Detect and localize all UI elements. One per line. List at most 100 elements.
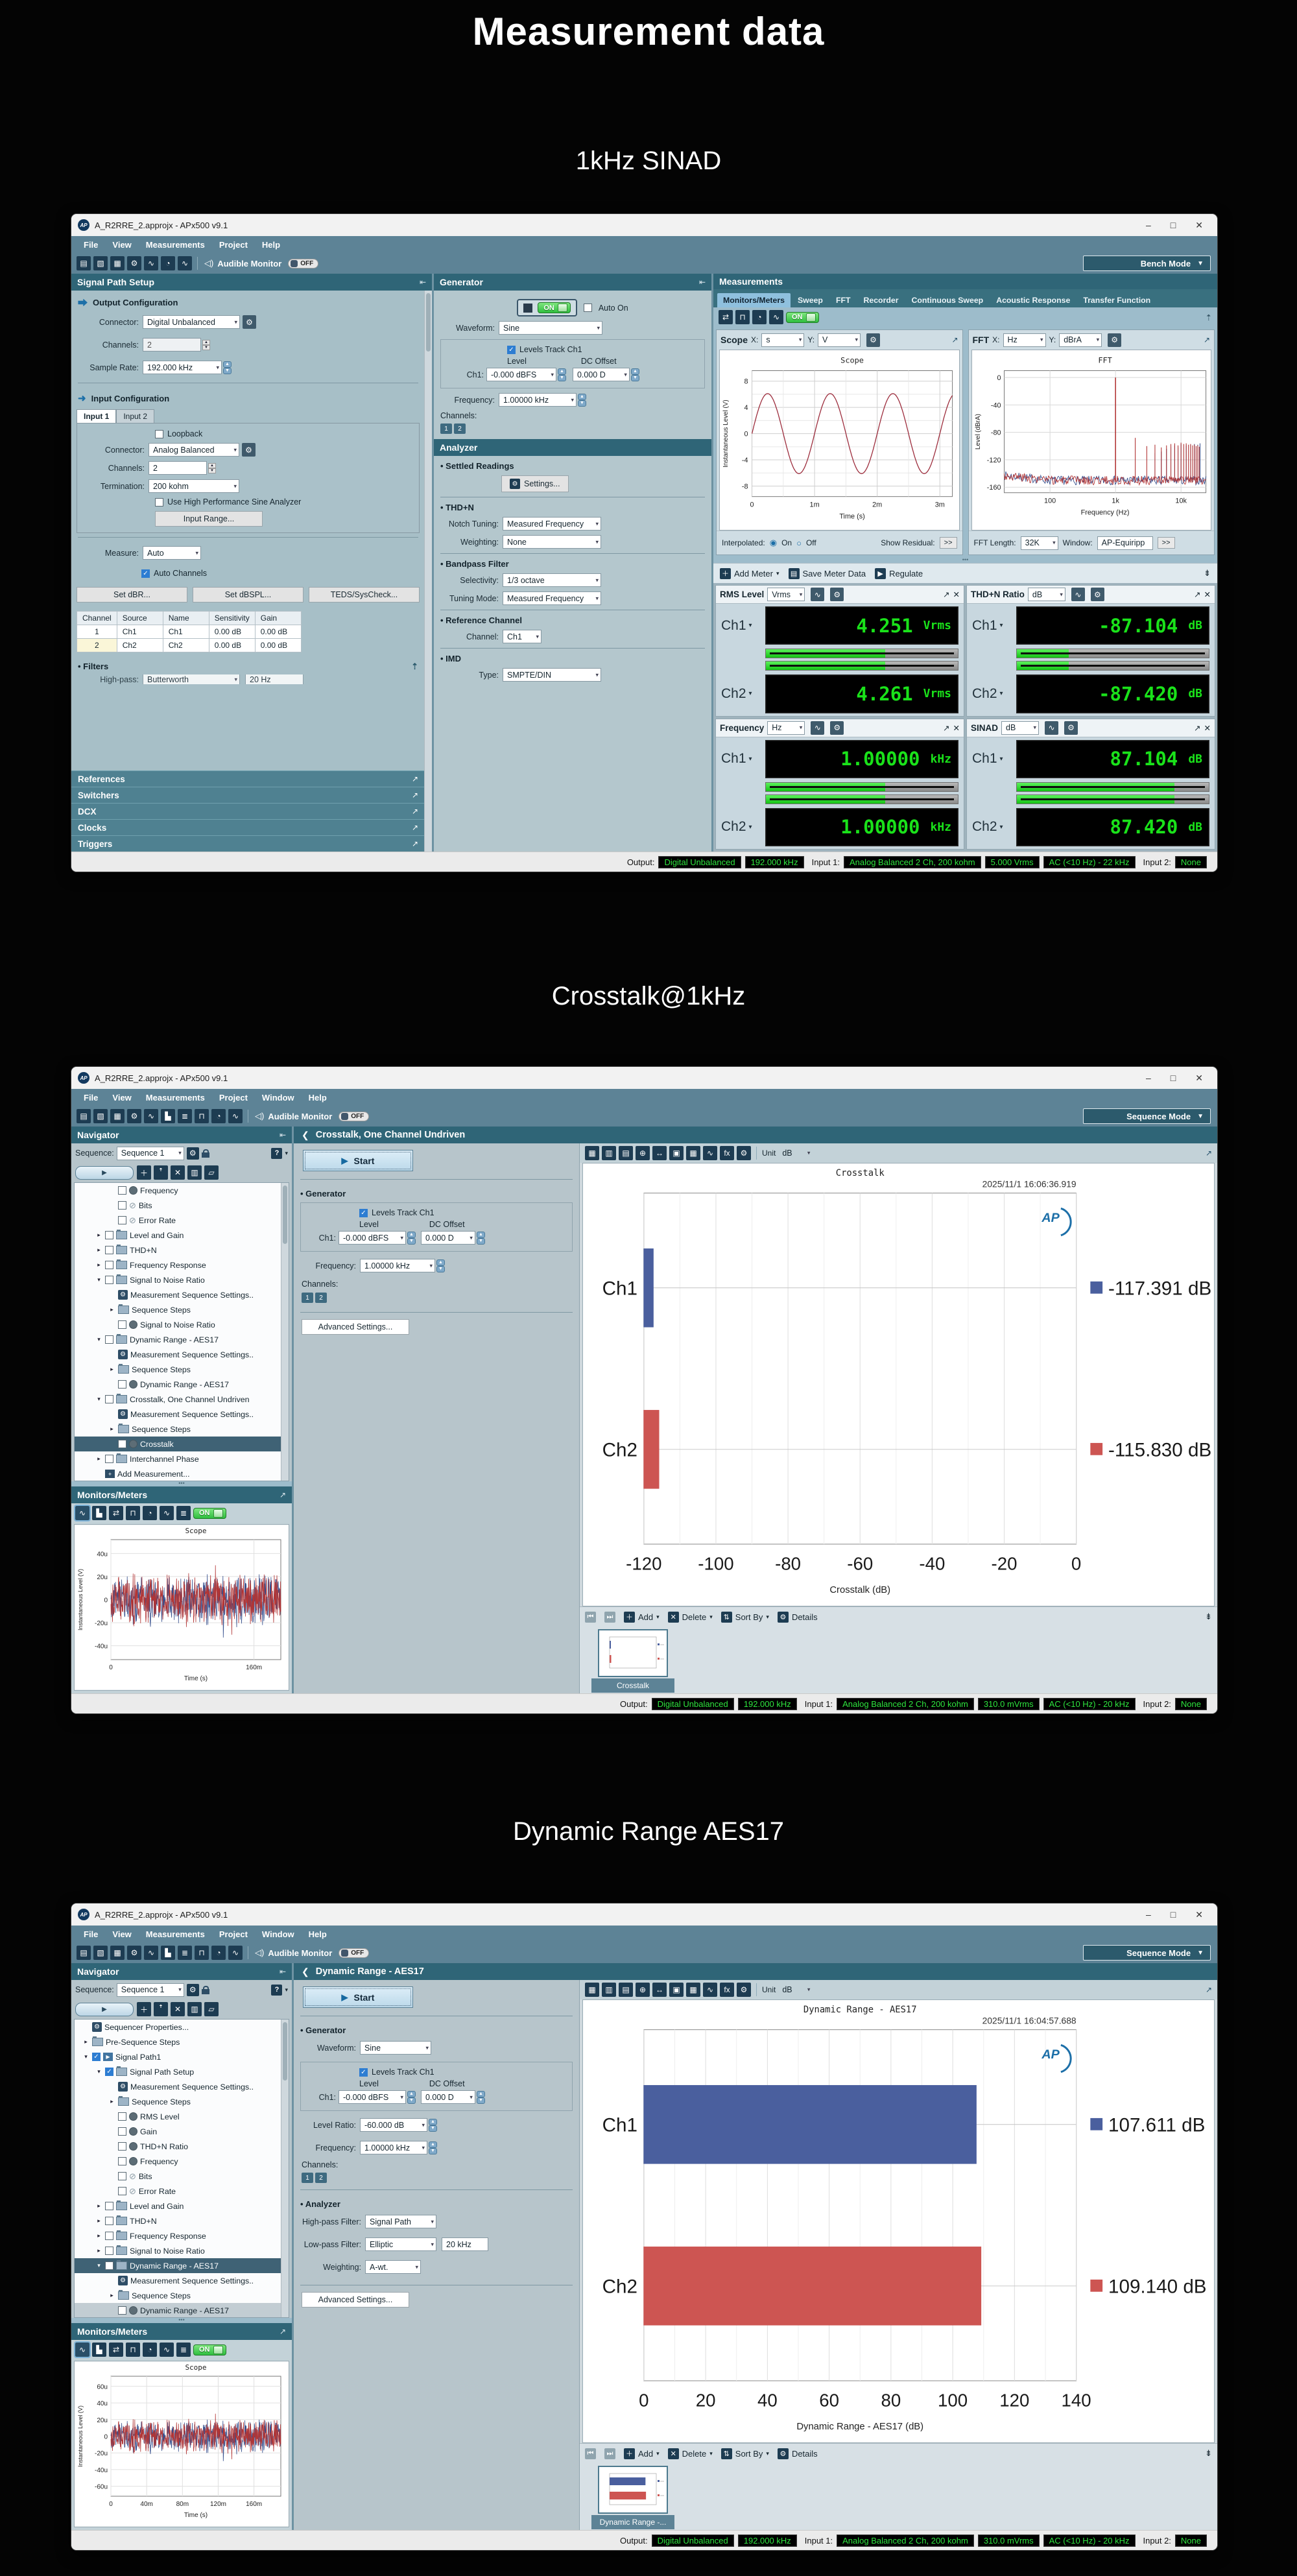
delete-button[interactable]: ✕ Delete ▾ [667, 2448, 713, 2459]
expand-open-icon[interactable]: ▾ [97, 1336, 101, 1342]
expand-closed-icon[interactable]: ▸ [97, 2217, 101, 2224]
weighting-select[interactable]: None [503, 535, 601, 549]
close-icon[interactable]: ✕ [1204, 723, 1211, 733]
details-button[interactable]: ⚙ Details [777, 1611, 818, 1623]
scrollbar-thumb[interactable] [283, 2022, 287, 2081]
sort-by-button[interactable]: ⇅ Sort By ▾ [720, 1611, 769, 1623]
scope-chart[interactable]: Scope 8 4 0 -4 -8 0 1m 2m 3m Time (s) Instantaneous… [720, 350, 959, 530]
menu-project[interactable]: Project [219, 1092, 248, 1103]
scrollbar[interactable] [281, 2020, 289, 2317]
ch2-label[interactable]: Ch2 ▾ [721, 819, 752, 835]
auto-on-checkbox[interactable] [583, 304, 592, 312]
input-range-button[interactable]: Input Range... [155, 511, 263, 527]
weighting-select[interactable]: A-wt. [365, 2260, 421, 2274]
panel-splitter[interactable]: ••• [71, 2317, 292, 2323]
set-dbr-button[interactable]: Set dBR... [77, 587, 187, 602]
dock-icon[interactable]: ⇟ [1204, 568, 1211, 578]
maximize-button[interactable]: □ [1170, 219, 1176, 230]
pan-icon[interactable]: ↔ [652, 1983, 667, 1997]
measurements-header[interactable]: Measurements [713, 274, 1217, 289]
monitor-scope-chart[interactable]: Scope 60u 40u 20u 0 -20u -40u -60u 0 40m 80m 120m 16… [75, 2361, 289, 2527]
popout-icon[interactable]: ↗ [1205, 1985, 1212, 1994]
checkbox[interactable] [105, 2261, 113, 2270]
popout-icon[interactable]: ↗ [411, 791, 418, 800]
scope-icon[interactable]: ∿ [144, 1946, 158, 1960]
ch1-level-stepper[interactable]: ▲ ▼ [558, 368, 566, 381]
tree-item-thd-n[interactable]: ▸ THD+N [75, 1243, 289, 1258]
checkbox[interactable] [105, 1455, 113, 1463]
copy-icon[interactable]: ▥ [602, 1146, 616, 1160]
copy-icon[interactable]: ▥ [187, 1165, 202, 1180]
io-switch-icon[interactable]: ⇄ [109, 1506, 123, 1520]
tree-item-sequence-steps[interactable]: ▸ Sequence Steps [75, 1362, 289, 1377]
expand-open-icon[interactable]: ▾ [97, 1396, 101, 1402]
menu-measurements[interactable]: Measurements [145, 239, 205, 250]
new-file-icon[interactable]: ▤ [77, 1109, 91, 1123]
popout-icon[interactable]: ↗ [1205, 1149, 1212, 1158]
ch1-label[interactable]: Ch1 ▾ [972, 617, 1003, 633]
notch-tuning-select[interactable]: Measured Frequency [503, 517, 601, 531]
show-residual-more-button[interactable]: >> [939, 537, 957, 549]
menu-help[interactable]: Help [308, 1092, 327, 1103]
sequence-select[interactable]: Sequence 1 [116, 1983, 184, 1997]
popout-icon[interactable]: ↗ [279, 1490, 286, 1499]
popout-icon[interactable]: ↗ [943, 723, 950, 733]
meters-icon[interactable]: ≣ [178, 1109, 192, 1123]
print-icon[interactable]: ▤ [619, 1983, 633, 1997]
signal-generator-icon[interactable]: ∿ [160, 2343, 174, 2357]
cell-name[interactable]: Ch2 [162, 638, 209, 652]
tree-item-measurement-sequence-settings[interactable]: ⚙ Measurement Sequence Settings.. [75, 1407, 289, 1422]
save-icon[interactable]: ▦ [585, 1146, 599, 1160]
copy-icon[interactable]: ▥ [602, 1983, 616, 1997]
checkbox[interactable] [118, 1186, 126, 1195]
expand-closed-icon[interactable]: ▸ [110, 1306, 113, 1313]
fullscreen-icon[interactable]: ▣ [669, 1983, 684, 1997]
minimize-button[interactable]: – [1146, 1072, 1151, 1083]
tree-item-dynamic-range-aes17[interactable]: ▾ Dynamic Range - AES17 [75, 2258, 289, 2273]
save-project-icon[interactable]: ▦ [110, 1109, 125, 1123]
copy-icon[interactable]: ▥ [187, 2002, 202, 2016]
reference-channel-select[interactable]: Ch1 [503, 630, 541, 643]
expand-open-icon[interactable]: ▾ [97, 1276, 101, 1283]
checkbox[interactable] [118, 2142, 126, 2151]
meter-unit-select[interactable]: dB [1001, 721, 1040, 735]
tab-fft[interactable]: FFT [835, 296, 851, 305]
grid-icon[interactable]: ▦ [686, 1983, 700, 1997]
signal-generator-icon[interactable]: ∿ [769, 310, 783, 324]
popout-icon[interactable]: ↗ [279, 2327, 286, 2336]
checkbox[interactable]: ✓ [92, 2053, 101, 2061]
tree-item-bits[interactable]: ⊘ Bits [75, 1198, 289, 1213]
tree-item-frequency[interactable]: Frequency [75, 2154, 289, 2169]
navigator-header[interactable]: Navigator ⇤ [71, 1963, 292, 1980]
auto-channels-checkbox[interactable]: ✓ [141, 569, 150, 578]
levels-track-checkbox[interactable]: ✓ [359, 2068, 368, 2077]
tree-item-measurement-sequence-settings[interactable]: ⚙ Measurement Sequence Settings.. [75, 2079, 289, 2094]
input-connector-settings-icon[interactable]: ⚙ [242, 443, 256, 457]
fft-x-unit-select[interactable]: Hz [1003, 333, 1046, 347]
tree-item-add-measurement[interactable]: + Add Measurement... [75, 1466, 289, 1481]
menu-view[interactable]: View [112, 1092, 132, 1103]
mode-selector[interactable]: Sequence Mode ▼ [1083, 1108, 1211, 1124]
tree-item-thd-n-ratio[interactable]: THD+N Ratio [75, 2139, 289, 2154]
cell-gain[interactable]: 0.00 dB [254, 638, 302, 652]
result-thumbnail[interactable]: Crosstalk [591, 1629, 674, 1693]
output-channels-field[interactable]: 2 [143, 338, 201, 352]
checkbox[interactable] [118, 1380, 126, 1389]
expand-closed-icon[interactable]: ▸ [110, 1425, 113, 1432]
settings-icon[interactable]: ⚙ [127, 1946, 141, 1960]
expand-closed-icon[interactable]: ▸ [97, 1246, 101, 1253]
ch1-level-field[interactable]: -0.000 dBFS [339, 2090, 406, 2104]
clock-icon[interactable]: ◔ [143, 2343, 157, 2357]
frequency-stepper[interactable]: ▲ ▼ [578, 393, 586, 407]
input-channels-field[interactable]: 2 [149, 461, 207, 475]
fx-icon[interactable]: fx [720, 1146, 734, 1160]
popout-icon[interactable]: ↗ [411, 839, 418, 848]
fft-icon[interactable]: ▙ [161, 1109, 175, 1123]
navigator-header[interactable]: Navigator ⇤ [71, 1127, 292, 1143]
teds-syscheck-button[interactable]: TEDS/SysCheck... [309, 587, 420, 602]
section-clocks[interactable]: Clocks ↗ [71, 819, 425, 835]
dock-icon[interactable]: ⇟ [1205, 1612, 1212, 1621]
ch1-level-field[interactable]: -0.000 dBFS [339, 1231, 406, 1245]
tab-continuous-sweep[interactable]: Continuous Sweep [911, 296, 984, 305]
tuning-mode-select[interactable]: Measured Frequency [503, 591, 601, 605]
